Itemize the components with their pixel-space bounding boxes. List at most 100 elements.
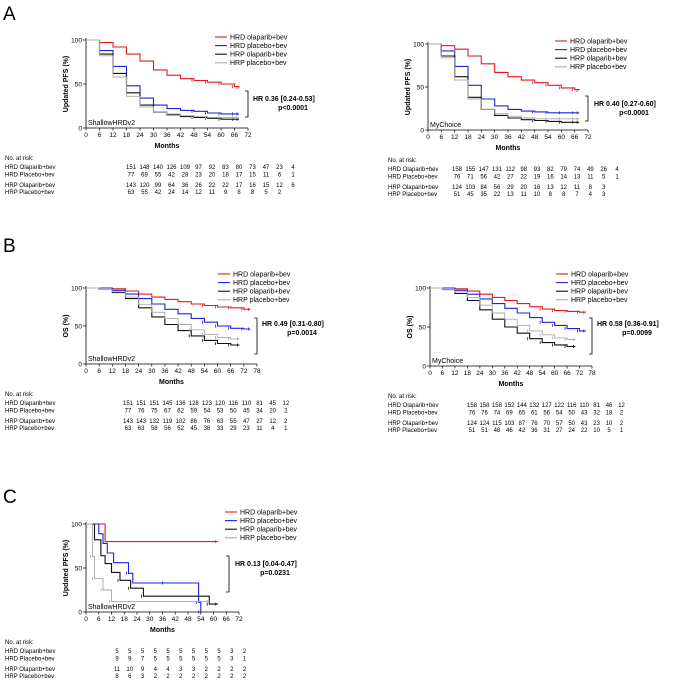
risk-count: 36 (531, 428, 538, 434)
x-tick-label: 12 (451, 134, 459, 141)
hr-bracket (254, 317, 258, 355)
risk-count: 8 (549, 192, 553, 198)
risk-count: 76 (204, 419, 211, 425)
risk-count: 55 (230, 419, 237, 425)
x-tick-label: 72 (240, 368, 248, 375)
risk-count: 2 (217, 674, 221, 680)
hazard-ratio: HR 0.36 [0.24-0.53] (253, 96, 315, 103)
risk-count: 127 (542, 403, 553, 409)
hazard-ratio: HR 0.58 [0.36-0.91] (597, 321, 659, 328)
risk-count: 11 (256, 426, 263, 432)
risk-count: 6 (291, 183, 295, 189)
risk-count: 23 (195, 172, 202, 178)
risk-count: 27 (556, 428, 563, 434)
risk-row-label: HRD Placebo+bev (5, 172, 55, 178)
risk-count: 151 (149, 401, 160, 407)
x-tick-label: 78 (253, 368, 261, 375)
x-tick-label: 48 (184, 616, 192, 623)
risk-count: 8 (562, 192, 566, 198)
risk-count: 24 (568, 428, 575, 434)
risk-count: 64 (168, 183, 175, 189)
risk-count: 132 (149, 419, 160, 425)
risk-count: 82 (547, 167, 554, 173)
risk-count: 3 (141, 674, 145, 680)
risk-row-label: HRD Olaparib+bev (5, 165, 56, 171)
risk-count: 158 (467, 403, 478, 409)
x-tick-label: 66 (563, 370, 571, 377)
risk-count: 7 (575, 192, 579, 198)
cohort-annotation: ShallowHRDv2 (88, 356, 135, 363)
risk-count: 92 (209, 165, 216, 171)
risk-count: 131 (492, 167, 503, 173)
risk-count: 12 (283, 401, 290, 407)
risk-count: 13 (574, 174, 581, 180)
risk-count: 35 (480, 192, 487, 198)
x-tick-label: 30 (489, 370, 497, 377)
risk-count: 77 (128, 172, 135, 178)
risk-count: 103 (504, 421, 515, 427)
risk-count: 19 (534, 174, 541, 180)
risk-count: 9 (128, 656, 132, 662)
risk-count: 143 (123, 419, 134, 425)
risk-count: 36 (182, 183, 189, 189)
legend-entry: HRD olaparib+bev (570, 38, 628, 45)
risk-count: 147 (479, 167, 490, 173)
risk-count: 124 (479, 421, 490, 427)
series-line-hrp-olaparib (86, 287, 240, 346)
p-value: p=0.0099 (622, 330, 652, 337)
x-tick-label: 12 (109, 368, 117, 375)
risk-count: 12 (560, 185, 567, 191)
risk-count: 55 (141, 190, 148, 196)
x-tick-label: 18 (121, 616, 129, 623)
risk-count: 110 (242, 401, 252, 407)
risk-count: 12 (276, 183, 283, 189)
risk-count: 110 (579, 403, 589, 409)
x-axis-label: Months (499, 381, 524, 388)
risk-row-label: HRD Placebo+bev (388, 410, 438, 416)
risk-count: 18 (606, 410, 613, 416)
x-tick-label: 6 (97, 616, 101, 623)
x-tick-label: 60 (214, 368, 222, 375)
risk-count: 28 (182, 172, 189, 178)
risk-count: 2 (192, 674, 196, 680)
y-axis-label: Updated PFS (%) (405, 59, 412, 115)
risk-count: 4 (589, 192, 593, 198)
risk-count: 3 (602, 192, 606, 198)
y-tick-label: 50 (75, 323, 83, 330)
risk-count: 2 (284, 419, 288, 425)
risk-count: 102 (176, 419, 187, 425)
risk-row-label: HRD Olaparib+bev (5, 649, 56, 655)
risk-count: 48 (494, 428, 501, 434)
x-tick-label: 6 (98, 132, 102, 139)
y-tick-label: 0 (422, 363, 426, 370)
x-tick-label: 66 (227, 368, 235, 375)
risk-count: 43 (581, 421, 588, 427)
risk-count: 123 (202, 401, 213, 407)
risk-count: 5 (141, 649, 145, 655)
risk-row-label: HRD Placebo+bev (5, 408, 55, 414)
legend-entry: HRD placebo+bev (571, 280, 629, 287)
risk-count: 3 (602, 185, 606, 191)
x-tick-label: 18 (464, 134, 472, 141)
risk-count: 6 (278, 172, 282, 178)
legend-entry: HRD olaparib+bev (571, 271, 629, 278)
risk-count: 5 (154, 656, 158, 662)
risk-count: 29 (507, 185, 514, 191)
cohort-annotation: MyChoice (430, 122, 461, 129)
risk-count: 9 (224, 190, 228, 196)
risk-count: 16 (534, 185, 541, 191)
risk-count: 155 (465, 167, 476, 173)
p-value: p<0.0001 (278, 105, 308, 112)
risk-table-header: No. at risk: (388, 394, 417, 400)
risk-count: 10 (126, 667, 133, 673)
risk-count: 12 (269, 419, 276, 425)
risk-table-header: No. at risk: (5, 640, 34, 646)
risk-count: 50 (230, 408, 237, 414)
risk-count: 151 (126, 165, 137, 171)
risk-count: 51 (469, 428, 476, 434)
x-tick-label: 66 (231, 132, 239, 139)
cohort-annotation: ShallowHRDv2 (88, 604, 135, 611)
x-tick-label: 24 (136, 132, 144, 139)
